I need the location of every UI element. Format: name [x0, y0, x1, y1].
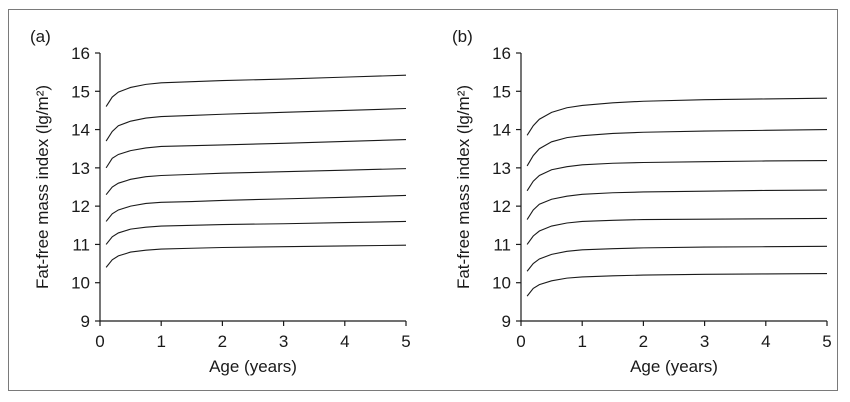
- x-axis-title: Age (years): [630, 357, 718, 376]
- y-tick-label: 10: [492, 274, 511, 293]
- series-line-6: [105, 107, 407, 142]
- x-tick-label: 4: [761, 332, 770, 351]
- x-tick-label: 0: [516, 332, 525, 351]
- x-tick-label: 0: [95, 332, 104, 351]
- x-tick-label: 4: [340, 332, 349, 351]
- y-axis-title: Fat-free mass index (lg/m²): [454, 85, 473, 289]
- x-tick-label: 1: [156, 332, 165, 351]
- y-tick-label: 16: [71, 44, 90, 63]
- series-line-6: [526, 129, 828, 167]
- y-tick-label: 12: [71, 197, 90, 216]
- series-line-5: [105, 138, 407, 169]
- y-tick-label: 11: [493, 235, 511, 254]
- y-tick-label: 15: [492, 82, 511, 101]
- y-tick-label: 12: [492, 197, 511, 216]
- series-line-7: [105, 74, 407, 107]
- x-tick-label: 3: [700, 332, 709, 351]
- series-line-1: [526, 272, 828, 297]
- series-line-3: [105, 194, 407, 222]
- x-tick-label: 3: [279, 332, 288, 351]
- y-tick-label: 10: [71, 274, 90, 293]
- series-line-3: [526, 217, 828, 245]
- series-line-4: [105, 168, 407, 196]
- y-tick-label: 11: [72, 235, 90, 254]
- y-tick-label: 9: [81, 312, 90, 331]
- series-line-2: [526, 245, 828, 272]
- x-tick-label: 2: [218, 332, 227, 351]
- x-tick-label: 1: [577, 332, 586, 351]
- x-tick-label: 2: [639, 332, 648, 351]
- series-line-2: [105, 220, 407, 245]
- panel-label: (a): [30, 27, 51, 46]
- y-axis-title: Fat-free mass index (lg/m²): [33, 85, 52, 289]
- y-tick-label: 15: [71, 82, 90, 101]
- y-tick-label: 16: [492, 44, 511, 63]
- y-tick-label: 13: [71, 159, 90, 178]
- series-line-1: [105, 244, 407, 268]
- series-line-7: [526, 97, 828, 136]
- y-tick-label: 14: [492, 121, 511, 140]
- panel-label: (b): [452, 27, 473, 46]
- figure-frame: [8, 9, 838, 391]
- y-tick-label: 14: [71, 121, 90, 140]
- x-tick-label: 5: [822, 332, 831, 351]
- y-tick-label: 9: [502, 312, 511, 331]
- x-tick-label: 5: [401, 332, 410, 351]
- series-line-5: [526, 160, 828, 192]
- series-line-4: [526, 189, 828, 220]
- y-tick-label: 13: [492, 159, 511, 178]
- x-axis-title: Age (years): [209, 357, 297, 376]
